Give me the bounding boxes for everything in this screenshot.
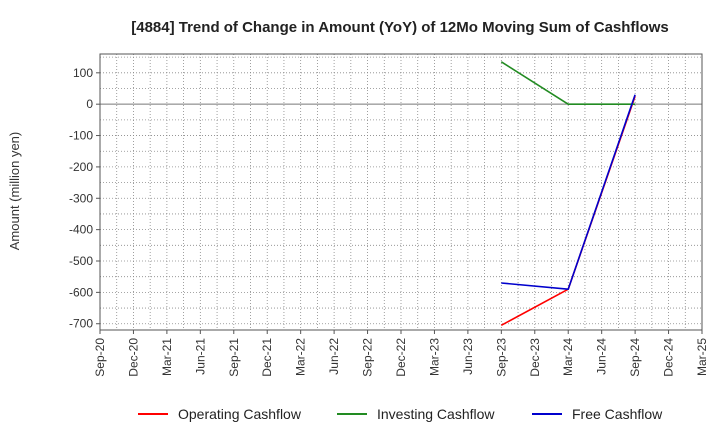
x-tick-label: Mar-24 — [561, 338, 575, 376]
legend-label-operating-cashflow: Operating Cashflow — [178, 406, 302, 422]
x-axis: Sep-20 Dec-20 Mar-21 Jun-21 Sep-21 Dec-21 Mar-… — [93, 330, 709, 377]
x-tick-label: Jun-24 — [595, 338, 609, 375]
x-tick-label: Sep-20 — [93, 338, 107, 377]
y-tick-label: 0 — [86, 97, 93, 111]
x-tick-label: Dec-23 — [528, 338, 542, 377]
chart-title: [4884] Trend of Change in Amount (YoY) o… — [131, 19, 669, 36]
x-tick-label: Jun-21 — [193, 338, 207, 375]
x-tick-label: Mar-21 — [160, 338, 174, 376]
x-tick-label: Mar-22 — [294, 338, 308, 376]
y-tick-label: -600 — [69, 285, 93, 299]
series-lines — [500, 61, 636, 327]
y-tick-label: -400 — [69, 223, 93, 237]
legend-label-free-cashflow: Free Cashflow — [572, 406, 663, 422]
legend-label-investing-cashflow: Investing Cashflow — [377, 406, 495, 422]
x-tick-label: Sep-23 — [494, 338, 508, 377]
x-tick-label: Dec-21 — [260, 338, 274, 377]
x-tick-label: Mar-23 — [427, 338, 441, 376]
y-tick-label: 100 — [73, 66, 93, 80]
investing-cashflow-line — [500, 61, 636, 105]
x-tick-label: Dec-24 — [662, 338, 676, 377]
y-tick-label: -200 — [69, 160, 93, 174]
legend: Operating Cashflow Investing Cashflow Free… — [138, 406, 663, 422]
y-tick-label: -700 — [69, 317, 93, 331]
x-tick-label: Sep-21 — [227, 338, 241, 377]
y-tick-label: -500 — [69, 254, 93, 268]
x-tick-label: Dec-22 — [394, 338, 408, 377]
x-tick-label: Sep-22 — [361, 338, 375, 377]
grid — [99, 54, 703, 330]
x-tick-label: Mar-25 — [695, 338, 709, 376]
y-axis-label: Amount (million yen) — [7, 132, 22, 251]
y-tick-label: -300 — [69, 191, 93, 205]
x-tick-label: Jun-22 — [327, 338, 341, 375]
free-cashflow-line — [501, 94, 636, 291]
x-tick-label: Dec-20 — [126, 338, 140, 377]
x-tick-label: Sep-24 — [628, 338, 642, 377]
x-tick-label: Jun-23 — [461, 338, 475, 375]
y-tick-label: -100 — [69, 129, 93, 143]
y-axis: 100 0 -100 -200 -300 -400 -500 -600 -700 — [69, 66, 100, 331]
